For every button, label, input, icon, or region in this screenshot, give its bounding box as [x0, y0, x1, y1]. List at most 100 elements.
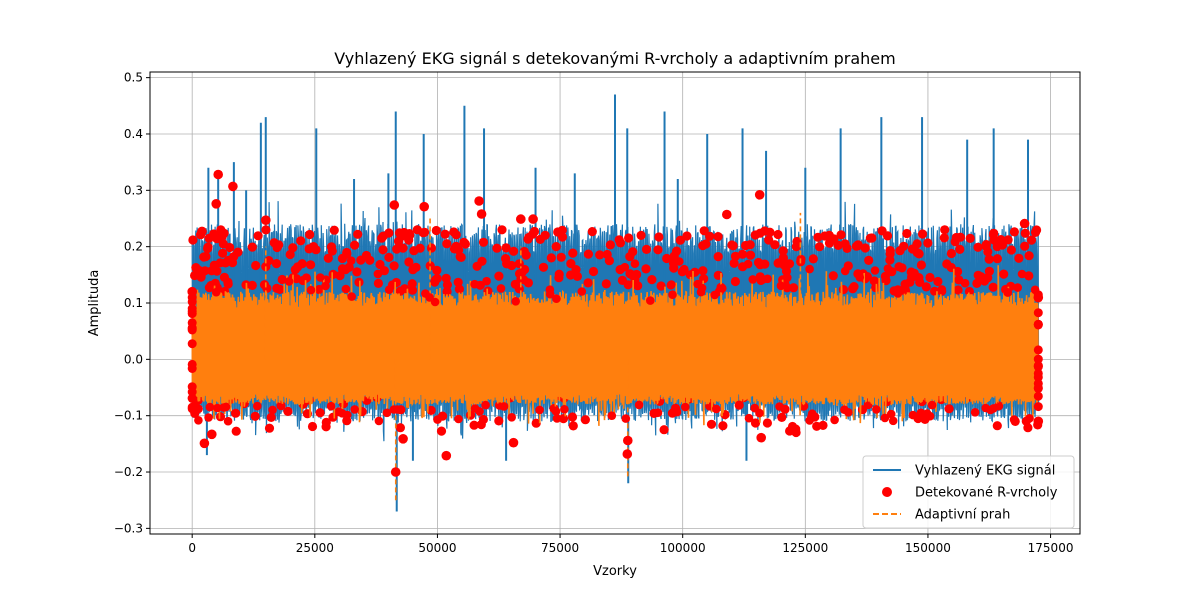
x-tick-label: 75000: [541, 541, 579, 555]
r-peak-marker: [499, 402, 509, 411]
r-peak-marker: [494, 271, 504, 281]
r-peak-marker: [870, 266, 880, 275]
r-peak-marker: [750, 418, 761, 428]
r-peak-marker: [207, 429, 217, 440]
r-peak-marker: [927, 400, 937, 410]
r-peak-marker: [321, 417, 331, 427]
r-peak-marker: [972, 278, 982, 288]
r-peak-marker: [677, 267, 687, 277]
r-peak-marker: [218, 248, 228, 258]
r-peak-marker: [296, 236, 306, 246]
r-peak-marker: [750, 230, 760, 240]
r-peak-marker: [675, 257, 684, 266]
r-peak-marker: [451, 230, 461, 240]
r-peak-marker: [1024, 271, 1034, 281]
r-peak-marker: [409, 246, 419, 256]
r-peak-marker: [923, 238, 933, 248]
r-peak-marker: [770, 240, 780, 250]
r-peak-marker: [187, 402, 197, 412]
r-peak-marker: [261, 225, 271, 235]
r-peak-marker: [250, 411, 260, 421]
r-peak-marker: [362, 395, 372, 405]
r-peak-marker: [220, 258, 231, 268]
r-peak-marker: [382, 408, 392, 418]
r-peak-marker: [955, 244, 965, 254]
r-peak-marker: [840, 266, 850, 276]
r-peak-marker: [546, 253, 556, 263]
r-peak-marker: [535, 234, 545, 244]
r-peak-marker: [271, 259, 282, 269]
r-peak-marker: [844, 408, 853, 417]
r-peak-marker: [791, 242, 802, 252]
r-peak-marker: [634, 400, 644, 410]
r-peak-marker: [615, 238, 626, 248]
y-tick-label: 0.4: [124, 127, 143, 141]
r-peak-marker: [755, 408, 764, 418]
r-peak-marker: [523, 234, 533, 244]
r-peak-marker: [554, 269, 564, 279]
r-peak-marker: [788, 283, 799, 293]
r-peak-marker: [261, 215, 271, 225]
r-peak-marker: [601, 279, 611, 289]
r-peak-marker: [886, 409, 896, 419]
r-peak-marker: [981, 240, 991, 250]
r-peak-marker: [306, 260, 316, 270]
r-peak-marker: [893, 289, 903, 298]
r-peak-marker: [389, 261, 399, 271]
r-peak-marker: [824, 238, 835, 248]
r-peak-marker: [551, 407, 561, 416]
r-peak-marker: [204, 413, 213, 422]
r-peak-marker: [743, 259, 753, 269]
r-peak-marker: [824, 230, 834, 240]
r-peak-marker: [225, 242, 235, 253]
r-peak-marker: [728, 241, 738, 251]
r-peak-marker: [925, 272, 935, 283]
r-peak-marker: [1033, 320, 1043, 330]
r-peak-marker: [329, 225, 339, 235]
r-peak-marker: [790, 424, 801, 435]
r-peak-marker: [860, 243, 870, 253]
r-peak-marker: [264, 423, 275, 433]
legend-box: [862, 455, 1075, 529]
r-peak-marker: [1013, 283, 1022, 292]
r-peak-marker: [894, 262, 904, 272]
r-peak-marker: [508, 437, 519, 448]
r-peak-marker: [933, 276, 943, 287]
r-peak-marker: [454, 284, 464, 294]
r-peak-marker: [777, 412, 787, 422]
r-peak-marker: [492, 243, 502, 253]
r-peak-marker: [621, 414, 631, 423]
r-peak-marker: [521, 250, 531, 260]
r-peak-marker: [451, 241, 461, 251]
r-peak-marker: [253, 231, 263, 241]
r-peak-marker: [915, 277, 925, 287]
r-peak-marker: [1009, 415, 1019, 424]
r-peak-marker: [693, 279, 702, 289]
r-peak-marker: [713, 252, 723, 262]
r-peak-marker: [756, 432, 766, 443]
r-peak-marker: [989, 228, 999, 238]
r-peak-marker: [433, 415, 442, 424]
legend-swatch-peaks: [882, 487, 892, 497]
r-peak-marker: [494, 416, 504, 426]
r-peak-marker: [1020, 228, 1030, 238]
r-peak-marker: [672, 407, 682, 417]
r-peak-marker: [853, 241, 863, 251]
r-peak-marker: [730, 251, 741, 261]
r-peak-marker: [556, 252, 566, 262]
r-peak-marker: [944, 404, 954, 414]
r-peak-marker: [393, 405, 402, 414]
r-peak-marker: [482, 276, 491, 286]
r-peak-marker: [454, 414, 463, 424]
r-peak-marker: [999, 269, 1009, 279]
r-peak-marker: [252, 401, 262, 411]
r-peak-marker: [187, 359, 197, 369]
r-peak-marker: [196, 269, 206, 279]
r-peak-marker: [951, 232, 961, 243]
r-peak-marker: [425, 261, 435, 271]
r-peak-marker: [698, 266, 708, 276]
r-peak-marker: [778, 246, 788, 256]
r-peak-marker: [604, 256, 615, 266]
r-peak-marker: [407, 285, 418, 295]
